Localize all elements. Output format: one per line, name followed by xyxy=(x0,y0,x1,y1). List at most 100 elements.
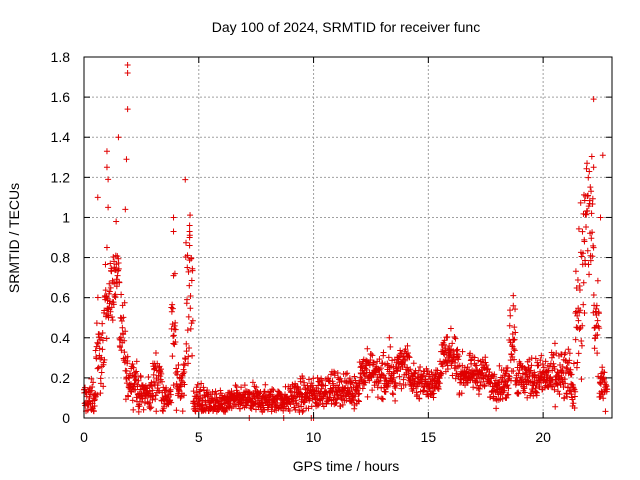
data-point xyxy=(150,392,157,399)
data-point xyxy=(579,228,586,235)
data-point xyxy=(116,335,123,342)
data-point xyxy=(189,352,196,359)
data-point xyxy=(479,369,486,376)
data-point xyxy=(301,379,308,386)
data-point xyxy=(556,391,563,398)
data-point xyxy=(565,359,572,366)
data-point xyxy=(337,375,344,382)
data-point xyxy=(262,381,269,388)
data-point xyxy=(470,384,477,391)
data-point xyxy=(444,333,451,340)
data-point xyxy=(185,353,192,360)
data-point xyxy=(188,277,195,284)
data-point xyxy=(118,347,125,354)
data-point xyxy=(150,378,157,385)
data-point xyxy=(436,380,443,387)
data-point xyxy=(169,301,176,308)
data-point xyxy=(187,212,194,219)
data-point xyxy=(107,308,114,315)
data-point xyxy=(583,211,590,218)
data-point xyxy=(178,393,185,400)
data-point xyxy=(566,357,573,364)
data-point xyxy=(288,388,295,395)
data-point xyxy=(587,257,594,264)
data-point xyxy=(99,346,106,353)
data-point xyxy=(180,392,187,399)
data-point xyxy=(380,349,387,356)
data-point xyxy=(574,277,581,284)
data-point xyxy=(131,380,138,387)
data-point xyxy=(593,302,600,309)
data-point xyxy=(439,363,446,370)
data-point xyxy=(402,357,409,364)
data-point xyxy=(152,396,159,403)
y-tick-label: 0.8 xyxy=(51,250,71,266)
data-point xyxy=(573,308,580,315)
data-point xyxy=(118,318,125,325)
data-point xyxy=(590,244,597,251)
data-point xyxy=(389,357,396,364)
data-point xyxy=(269,386,276,393)
data-point xyxy=(508,377,515,384)
data-point xyxy=(126,375,133,382)
y-tick-label: 0.6 xyxy=(51,290,71,306)
data-point xyxy=(184,296,191,303)
data-point xyxy=(94,194,101,201)
data-point xyxy=(386,334,393,341)
data-point xyxy=(485,365,492,372)
data-point xyxy=(110,301,117,308)
data-point xyxy=(130,364,137,371)
data-point xyxy=(95,364,102,371)
data-point xyxy=(317,388,324,395)
data-point xyxy=(96,331,103,338)
data-point xyxy=(410,360,417,367)
data-point xyxy=(287,385,294,392)
data-point xyxy=(491,371,498,378)
data-point xyxy=(382,388,389,395)
data-point xyxy=(396,380,403,387)
data-point xyxy=(118,291,125,298)
data-point xyxy=(355,391,362,398)
data-point xyxy=(124,70,131,77)
data-point xyxy=(199,397,206,404)
data-point xyxy=(97,375,104,382)
data-point xyxy=(322,382,329,389)
data-point xyxy=(330,368,337,375)
data-point xyxy=(550,351,557,358)
data-point xyxy=(335,393,342,400)
data-point xyxy=(268,408,275,415)
data-point xyxy=(105,204,112,211)
data-point xyxy=(123,380,130,387)
data-point xyxy=(327,371,334,378)
data-point xyxy=(133,376,140,383)
data-point xyxy=(333,399,340,406)
data-point xyxy=(327,394,334,401)
data-point xyxy=(505,385,512,392)
data-point xyxy=(355,398,362,405)
data-point xyxy=(572,268,579,275)
data-point xyxy=(504,377,511,384)
data-point xyxy=(120,314,127,321)
data-point xyxy=(441,341,448,348)
data-point xyxy=(482,354,489,361)
data-point xyxy=(580,301,587,308)
data-point xyxy=(99,337,106,344)
data-point xyxy=(590,292,597,299)
data-point xyxy=(97,390,104,397)
data-point xyxy=(104,305,111,312)
data-point xyxy=(121,349,128,356)
data-point xyxy=(153,408,160,415)
data-point xyxy=(132,371,139,378)
data-point xyxy=(521,385,528,392)
data-point xyxy=(108,304,115,311)
data-point xyxy=(374,394,381,401)
data-point xyxy=(390,374,397,381)
data-point xyxy=(510,337,517,344)
data-point xyxy=(124,353,131,360)
data-point xyxy=(547,373,554,380)
data-point xyxy=(168,304,175,311)
data-point xyxy=(101,356,108,363)
data-point xyxy=(101,307,108,314)
data-point xyxy=(182,355,189,362)
data-point xyxy=(357,380,364,387)
